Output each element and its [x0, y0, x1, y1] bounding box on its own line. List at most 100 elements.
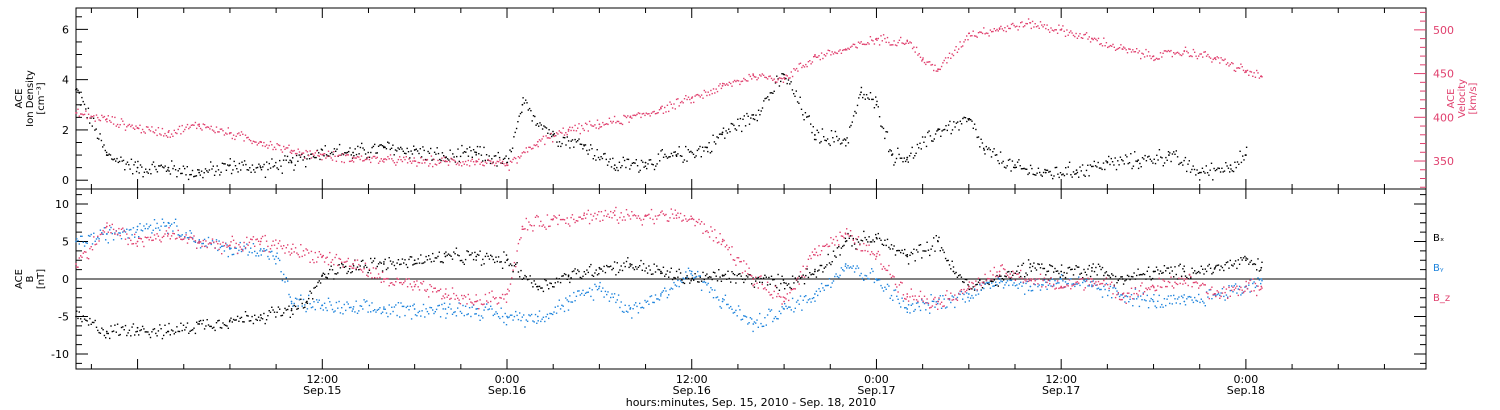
data-point — [872, 270, 874, 273]
data-point — [445, 251, 447, 253]
data-point — [1196, 271, 1199, 274]
data-point — [1066, 173, 1068, 175]
data-point — [613, 210, 616, 212]
data-point — [926, 302, 928, 304]
data-point — [1093, 270, 1096, 273]
data-point — [815, 56, 818, 58]
data-point — [941, 130, 943, 132]
data-point — [172, 230, 174, 232]
data-point — [808, 115, 810, 117]
data-point — [762, 277, 765, 279]
data-point — [555, 277, 558, 279]
data-point — [540, 320, 542, 323]
data-point — [95, 114, 98, 116]
data-point — [377, 263, 380, 265]
data-point — [993, 279, 995, 281]
data-point — [759, 74, 761, 76]
data-point — [318, 152, 320, 154]
data-point — [752, 118, 755, 120]
data-point — [606, 215, 608, 217]
data-point — [1139, 162, 1141, 165]
data-point — [1043, 279, 1046, 281]
data-point — [1211, 273, 1213, 275]
data-point — [89, 317, 91, 320]
data-point — [1111, 45, 1113, 47]
data-point — [813, 56, 815, 58]
data-point — [557, 133, 559, 135]
data-point — [1136, 160, 1138, 163]
data-point — [1155, 306, 1158, 309]
data-point — [581, 124, 583, 127]
data-point — [1142, 273, 1144, 275]
data-point — [959, 120, 961, 122]
data-point — [326, 155, 328, 158]
data-point — [1218, 167, 1220, 170]
data-point — [504, 293, 506, 296]
data-point — [810, 257, 812, 260]
data-point — [97, 236, 99, 239]
series-point — [752, 323, 755, 325]
data-point — [1134, 51, 1137, 53]
data-point — [610, 265, 612, 267]
data-point — [467, 159, 469, 162]
data-point — [868, 278, 870, 280]
data-point — [590, 213, 592, 216]
data-point — [388, 285, 390, 287]
data-point — [251, 315, 253, 318]
data-point — [152, 161, 155, 163]
data-point — [310, 157, 313, 159]
data-point — [1018, 276, 1021, 278]
data-point — [1145, 160, 1148, 162]
data-point — [1115, 168, 1118, 171]
data-point — [202, 242, 204, 245]
data-point — [1051, 278, 1054, 280]
data-point — [193, 240, 195, 243]
data-point — [301, 153, 303, 155]
data-point — [627, 115, 629, 117]
data-point — [1238, 263, 1241, 265]
data-point — [379, 261, 381, 263]
data-point — [461, 259, 463, 262]
data-point — [377, 162, 380, 164]
data-point — [1141, 157, 1144, 159]
data-point — [201, 245, 203, 248]
data-point — [115, 230, 117, 232]
data-point — [1059, 276, 1061, 278]
data-point — [951, 295, 953, 297]
data-point — [1068, 161, 1071, 163]
data-point — [459, 161, 462, 164]
data-point — [698, 148, 700, 150]
data-point — [791, 275, 794, 277]
data-point — [483, 146, 485, 149]
series-point — [813, 134, 816, 136]
data-point — [790, 71, 792, 73]
data-point — [712, 240, 715, 242]
data-point — [163, 334, 165, 337]
data-point — [849, 46, 852, 48]
series-point — [690, 278, 693, 280]
data-point — [184, 236, 186, 238]
data-point — [1227, 261, 1229, 263]
data-point — [1070, 268, 1072, 271]
data-point — [586, 149, 588, 152]
data-point — [963, 281, 965, 284]
data-point — [1060, 274, 1063, 276]
data-point — [1111, 297, 1113, 299]
data-point — [766, 281, 769, 283]
data-point — [400, 159, 402, 161]
data-point — [1179, 282, 1181, 285]
data-point — [1096, 274, 1098, 276]
data-point — [231, 235, 233, 238]
data-point — [876, 238, 878, 240]
data-point — [1133, 51, 1135, 53]
data-point — [472, 303, 475, 306]
data-point — [861, 43, 864, 45]
data-point — [120, 238, 123, 240]
data-point — [743, 281, 745, 284]
data-point — [894, 44, 897, 46]
data-point — [865, 275, 868, 277]
data-point — [1176, 51, 1179, 54]
data-point — [1222, 171, 1224, 173]
data-point — [863, 93, 865, 96]
data-point — [984, 153, 986, 155]
